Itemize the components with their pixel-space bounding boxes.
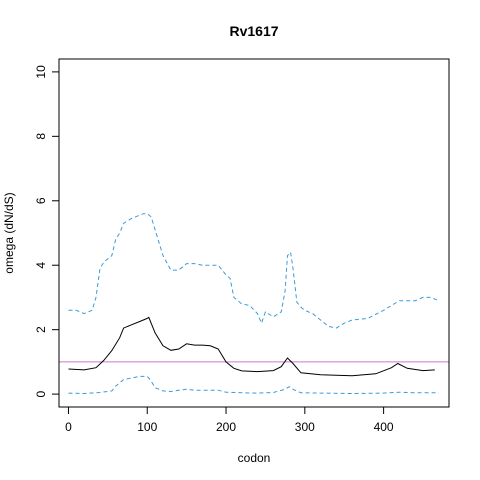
series-lower-bound-line (68, 375, 439, 395)
y-tick-label: 8 (34, 133, 48, 140)
x-tick-label: 400 (374, 420, 394, 434)
x-tick-label: 100 (137, 420, 157, 434)
y-tick-label: 6 (34, 197, 48, 204)
plot-frame (58, 58, 450, 408)
x-axis-label: codon (238, 451, 271, 465)
y-tick-label: 0 (34, 390, 48, 397)
x-tick-label: 200 (216, 420, 236, 434)
y-axis: 0 2 4 6 8 10 (34, 65, 60, 397)
chart-title: Rv1617 (229, 23, 278, 39)
x-axis: 0 100 200 300 400 (65, 406, 394, 434)
series-upper-bound-line (68, 213, 439, 329)
x-tick-label: 0 (65, 420, 72, 434)
y-tick-label: 2 (34, 326, 48, 333)
x-tick-label: 300 (295, 420, 315, 434)
series-estimate-line (68, 316, 435, 377)
y-tick-label: 10 (34, 65, 48, 79)
y-tick-label: 4 (34, 262, 48, 269)
data-layer (59, 213, 449, 395)
y-axis-label: omega (dN/dS) (2, 192, 16, 273)
